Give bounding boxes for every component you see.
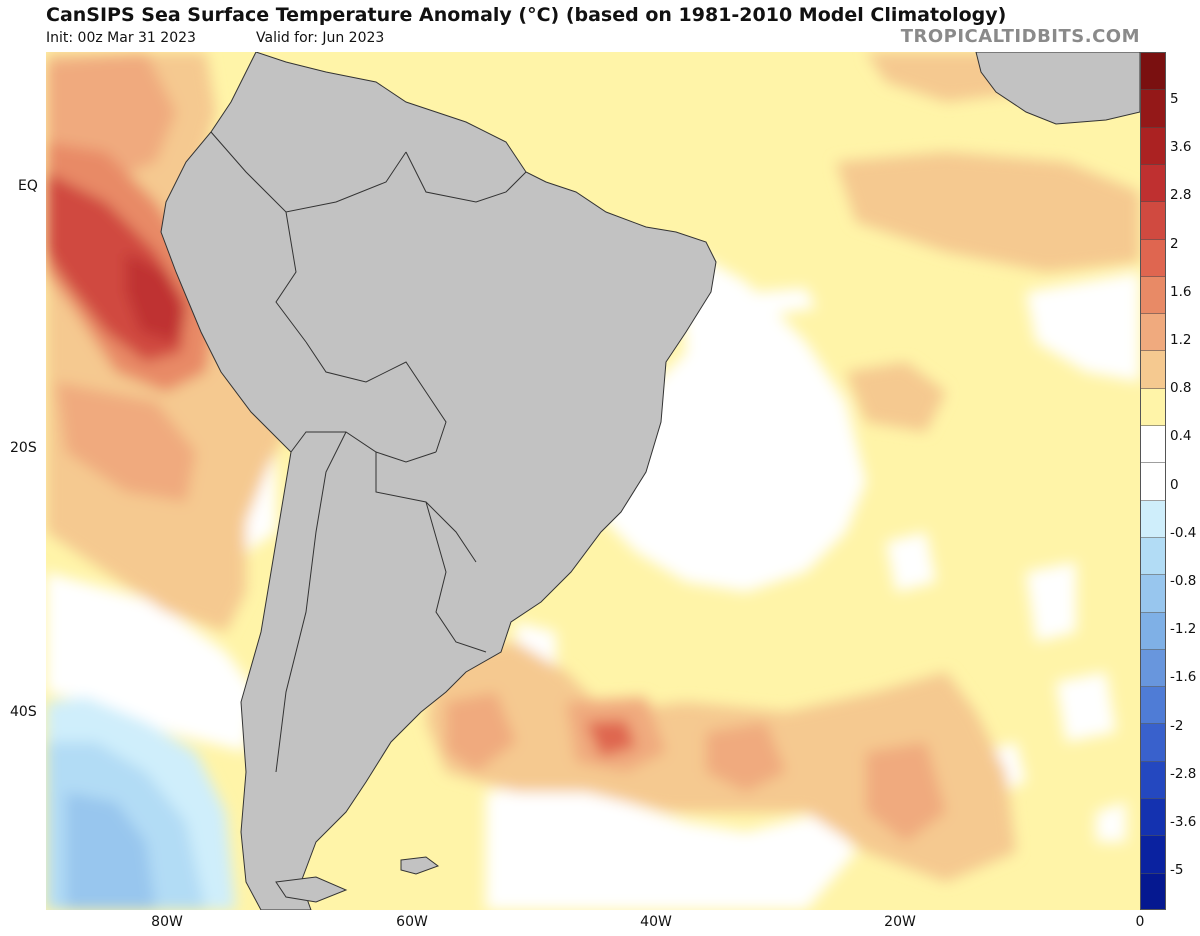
colorbar-label: 1.2: [1170, 332, 1192, 348]
colorbar-label: 2: [1170, 235, 1179, 252]
colorbar-label: 0: [1170, 476, 1179, 493]
colorbar-segment: [1141, 724, 1165, 762]
colorbar-segment: [1141, 649, 1165, 688]
colorbar-label: -0.8: [1170, 573, 1197, 589]
anomaly-field: [46, 52, 1140, 910]
colorbar-label: -0.4: [1170, 524, 1197, 541]
colorbar-segment: [1141, 276, 1165, 315]
africa-landmass: [975, 52, 1140, 125]
map-canvas: [46, 52, 1140, 910]
colorbar-label: -2.8: [1170, 765, 1197, 782]
valid-time: Valid for: Jun 2023: [256, 30, 385, 46]
colorbar: [1140, 52, 1166, 910]
colorbar-label: 2.8: [1170, 187, 1192, 204]
colorbar-label: 1.6: [1170, 283, 1192, 300]
colorbar-label: -3.6: [1170, 814, 1197, 830]
lon-label-20w: 20W: [884, 914, 916, 930]
colorbar-segment: [1141, 687, 1165, 725]
colorbar-segment: [1141, 164, 1165, 203]
brand-watermark: TROPICALTIDBITS.COM: [900, 26, 1140, 47]
colorbar-label: -1.2: [1170, 621, 1197, 638]
falkland-islands: [400, 856, 440, 875]
south-america-landmass: [160, 52, 717, 910]
colorbar-label: 5: [1170, 91, 1179, 107]
map-title: CanSIPS Sea Surface Temperature Anomaly …: [46, 4, 1007, 26]
colorbar-label: -2: [1170, 717, 1184, 734]
colorbar-segment: [1141, 537, 1165, 576]
lon-label-0: 0: [1135, 914, 1145, 930]
lon-label-60w: 60W: [396, 914, 428, 930]
colorbar-segment: [1141, 873, 1165, 909]
colorbar-segment: [1141, 239, 1165, 277]
colorbar-label: -5: [1170, 862, 1184, 879]
lat-label-eq: EQ: [18, 178, 38, 194]
colorbar-label: 3.6: [1170, 139, 1192, 156]
colorbar-label: 0.8: [1170, 380, 1192, 397]
colorbar-segment: [1141, 90, 1165, 128]
colorbar-segment: [1141, 799, 1165, 837]
colorbar-label: -1.6: [1170, 669, 1197, 686]
colorbar-segment: [1141, 314, 1165, 352]
lat-label-40s: 40S: [10, 704, 37, 720]
colorbar-segment: [1141, 463, 1165, 501]
colorbar-segment: [1141, 836, 1165, 874]
colorbar-segment: [1141, 53, 1165, 91]
colorbar-segment: [1141, 127, 1165, 165]
lon-label-40w: 40W: [640, 914, 672, 930]
colorbar-segment: [1141, 426, 1165, 464]
init-time: Init: 00z Mar 31 2023: [46, 30, 196, 46]
colorbar-segment: [1141, 500, 1165, 538]
colorbar-segment: [1141, 202, 1165, 240]
sst-anomaly-map: [46, 52, 1140, 910]
colorbar-segment: [1141, 761, 1165, 800]
colorbar-segment: [1141, 575, 1165, 613]
colorbar-segment: [1141, 351, 1165, 389]
colorbar-segment: [1141, 612, 1165, 650]
colorbar-segment: [1141, 388, 1165, 427]
colorbar-label: 0.4: [1170, 428, 1192, 445]
country-borders: [210, 131, 527, 773]
lat-label-20s: 20S: [10, 440, 37, 456]
lon-label-80w: 80W: [151, 914, 183, 930]
